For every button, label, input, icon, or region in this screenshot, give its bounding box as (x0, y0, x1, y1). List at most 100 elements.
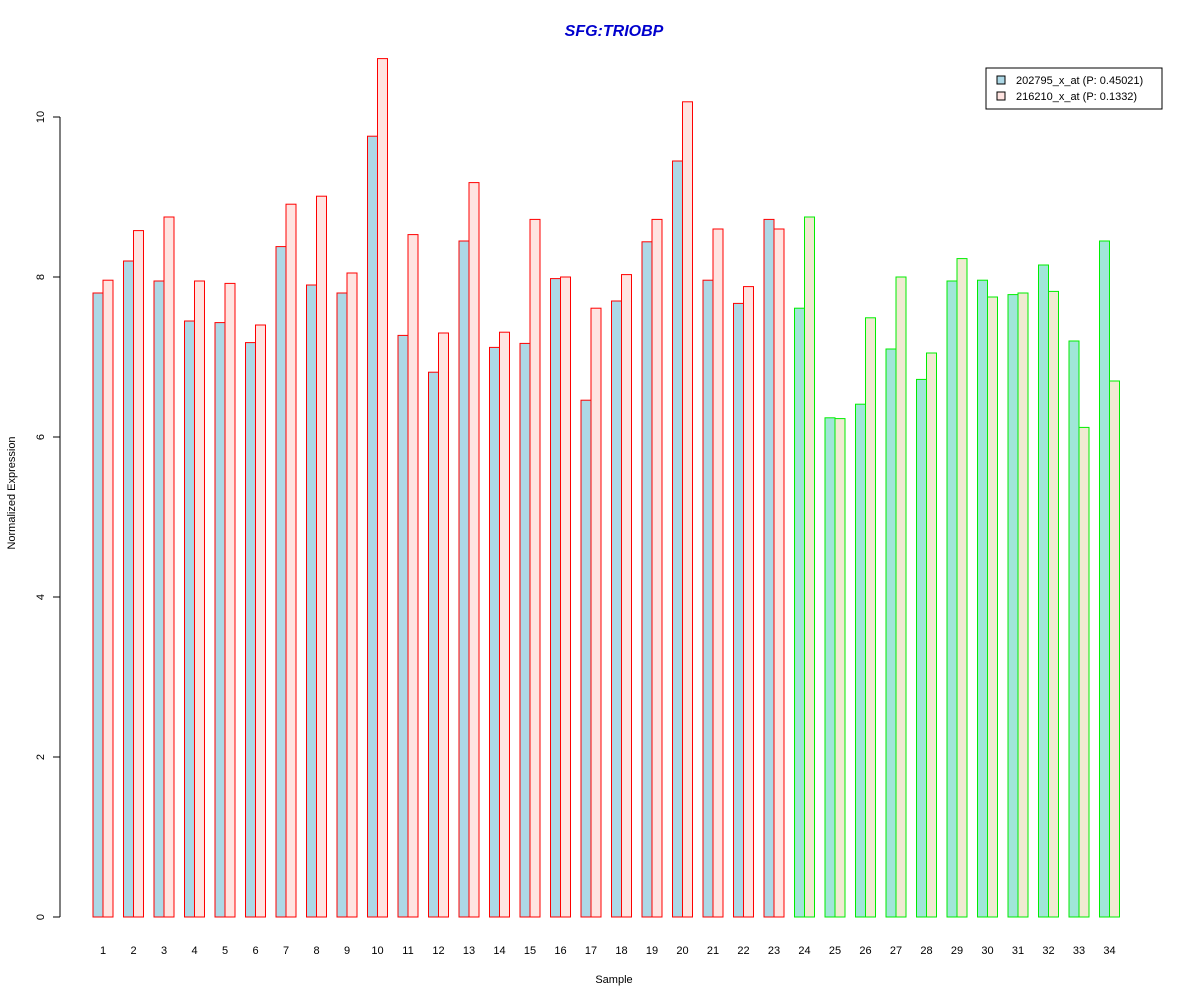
y-tick-label: 0 (35, 914, 47, 920)
bar-series1-sample-34 (1099, 240, 1110, 918)
bar-series1-sample-6 (245, 342, 256, 918)
x-tick-label: 34 (1103, 945, 1115, 957)
x-tick-label: 26 (859, 945, 871, 957)
bars (92, 58, 1120, 918)
x-tick-label: 22 (737, 945, 749, 957)
x-axis-label: Sample (595, 974, 632, 986)
bar-series2-sample-20 (682, 101, 693, 918)
x-tick-label: 28 (920, 945, 932, 957)
bar-series1-sample-9 (336, 292, 348, 918)
bar-series2-sample-31 (1017, 292, 1029, 918)
x-tick-label: 3 (161, 945, 167, 957)
x-tick-label: 23 (768, 945, 780, 957)
x-tick-label: 14 (493, 945, 505, 957)
bar-series2-sample-19 (651, 218, 663, 918)
bar-series2-sample-22 (743, 286, 754, 918)
bar-series1-sample-11 (397, 334, 409, 918)
x-tick-label: 25 (829, 945, 841, 957)
x-tick-label: 15 (524, 945, 536, 957)
bar-series2-sample-29 (956, 258, 968, 918)
bar-series2-sample-2 (133, 230, 144, 918)
bar-series1-sample-1 (92, 292, 104, 918)
chart-title: SFG:TRIOBP (565, 23, 664, 40)
bar-series1-sample-2 (123, 260, 134, 918)
x-tick-label: 9 (344, 945, 350, 957)
bar-series1-sample-13 (458, 240, 470, 918)
bar-series2-sample-23 (773, 228, 785, 918)
bar-series1-sample-14 (489, 346, 500, 918)
y-tick-label: 6 (35, 434, 47, 440)
bar-series1-sample-12 (428, 371, 439, 918)
bar-series1-sample-26 (855, 403, 866, 918)
x-tick-label: 31 (1012, 945, 1024, 957)
legend: 202795_x_at (P: 0.45021) 216210_x_at (P:… (985, 67, 1163, 110)
y-tick-label: 10 (35, 111, 47, 123)
x-tick-label: 32 (1042, 945, 1054, 957)
bar-series2-sample-25 (834, 418, 846, 918)
bar-series1-sample-19 (641, 241, 653, 918)
x-tick-label: 20 (676, 945, 688, 957)
bar-series2-sample-14 (499, 331, 510, 918)
bar-series2-sample-4 (194, 280, 205, 918)
bar-series1-sample-18 (611, 300, 622, 918)
bar-series2-sample-1 (102, 279, 114, 918)
x-tick-label: 17 (585, 945, 597, 957)
bar-series1-sample-28 (916, 378, 927, 918)
bar-series1-sample-16 (550, 278, 561, 918)
bar-series1-sample-21 (702, 279, 714, 918)
bar-series1-sample-15 (519, 342, 531, 918)
bar-series2-sample-13 (468, 182, 480, 918)
bar-series1-sample-3 (153, 280, 165, 918)
bar-series1-sample-29 (946, 280, 958, 918)
legend-label: 202795_x_at (P: 0.45021) (1016, 75, 1143, 87)
legend-label: 216210_x_at (P: 0.1332) (1016, 91, 1137, 103)
bar-series1-sample-5 (214, 322, 226, 918)
x-tick-label: 12 (432, 945, 444, 957)
x-tick-label: 4 (191, 945, 197, 957)
legend-swatch (996, 91, 1006, 101)
x-tick-label: 21 (707, 945, 719, 957)
bar-series1-sample-33 (1068, 340, 1080, 918)
bar-series2-sample-34 (1109, 380, 1120, 918)
x-tick-label: 10 (371, 945, 383, 957)
bar-series2-sample-26 (865, 317, 876, 918)
bar-series2-sample-9 (346, 272, 358, 918)
x-tick-label: 24 (798, 945, 810, 957)
x-tick-label: 8 (313, 945, 319, 957)
y-tick-label: 2 (35, 754, 47, 760)
x-tick-label: 11 (402, 945, 413, 957)
x-tick-label: 19 (646, 945, 658, 957)
x-tick-label: 29 (951, 945, 963, 957)
x-tick-label: 2 (130, 945, 136, 957)
legend-swatch (996, 75, 1006, 85)
bar-series1-sample-22 (733, 302, 744, 918)
x-tick-label: 1 (100, 945, 106, 957)
bar-series2-sample-16 (560, 276, 571, 918)
bar-series2-sample-30 (987, 296, 998, 918)
bar-series2-sample-6 (255, 324, 266, 918)
bar-series2-sample-5 (224, 282, 236, 918)
bar-series1-sample-17 (580, 399, 592, 918)
x-tick-label: 16 (554, 945, 566, 957)
x-tick-label: 27 (890, 945, 902, 957)
bar-series2-sample-15 (529, 218, 541, 918)
bar-series2-sample-3 (163, 216, 175, 918)
x-tick-label: 13 (463, 945, 475, 957)
bar-series2-sample-8 (316, 195, 327, 918)
bar-series2-sample-27 (895, 276, 907, 918)
bar-series1-sample-25 (824, 417, 836, 918)
bar-series1-sample-10 (367, 135, 378, 918)
x-tick-label: 5 (222, 945, 228, 957)
bar-series1-sample-23 (763, 218, 775, 918)
bar-series2-sample-12 (438, 332, 449, 918)
bar-series2-sample-7 (285, 203, 297, 918)
x-tick-label: 33 (1073, 945, 1085, 957)
bar-series2-sample-24 (804, 216, 815, 918)
bar-series2-sample-33 (1078, 426, 1090, 918)
bar-series2-sample-21 (712, 228, 724, 918)
bar-series1-sample-4 (184, 320, 195, 918)
y-tick-label: 4 (35, 594, 47, 600)
x-axis: 1 2 3 4 5 6 7 8 9 10 11 12 13 14 15 16 17 18 19 20 21 22 23 24 2… (100, 945, 1116, 957)
bar-series2-sample-17 (590, 307, 602, 918)
